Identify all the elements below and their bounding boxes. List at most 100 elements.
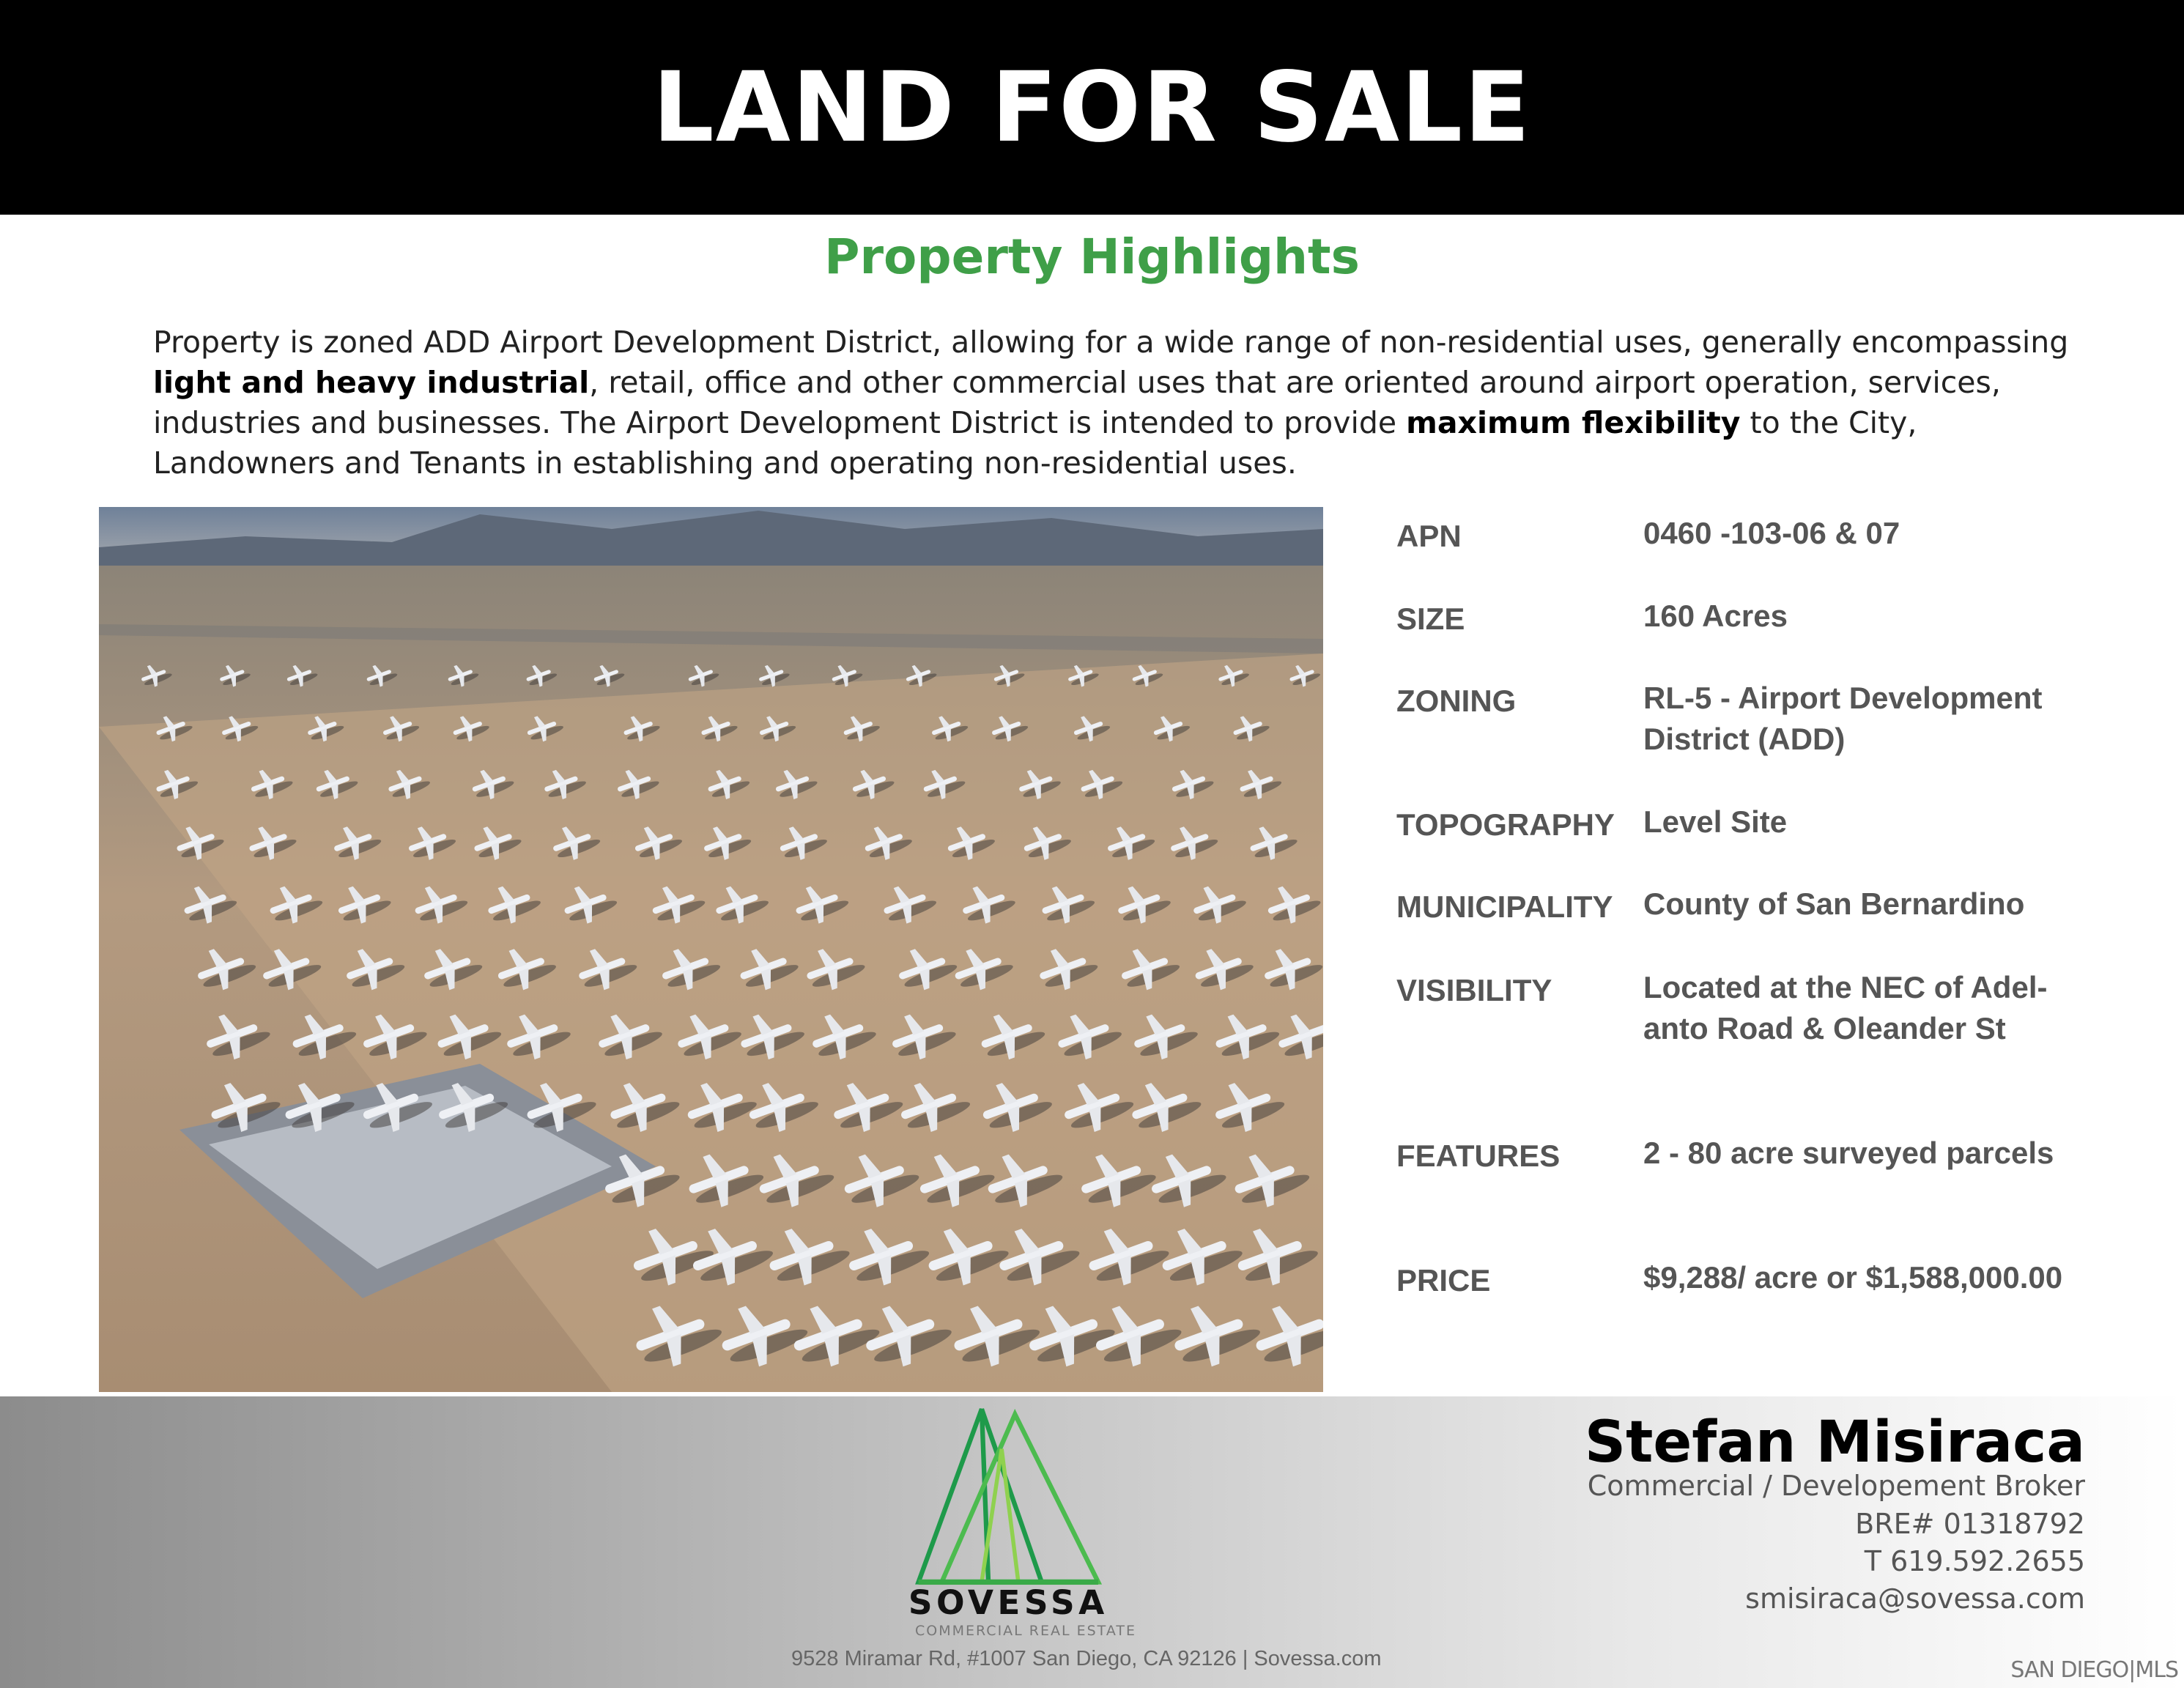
airplane-shape — [1068, 665, 1099, 687]
aerial-airport-photo — [99, 507, 1323, 1392]
airplane-shape — [249, 826, 297, 860]
detail-value: 160 Acres — [1643, 599, 1788, 633]
airplane-shape — [906, 665, 937, 687]
airplane-shape — [769, 1229, 850, 1286]
detail-label: ZONING — [1396, 684, 1517, 718]
company-tagline: COMMERCIAL REAL ESTATE — [915, 1623, 1136, 1639]
airplane-shape — [704, 826, 752, 860]
airplane-shape — [852, 769, 895, 800]
detail-label: APN — [1396, 519, 1462, 553]
airplane-shape — [693, 1229, 773, 1286]
airplane-shape — [1019, 769, 1061, 800]
detail-value: 2 - 80 acre surveyed parcels — [1643, 1136, 2054, 1170]
airplane-shape — [662, 949, 721, 991]
airplane-shape — [636, 1306, 722, 1367]
airplane-shape — [553, 826, 601, 860]
airplane-shape — [222, 716, 259, 742]
airplane-shape — [1108, 826, 1155, 860]
airplane-shape — [722, 1306, 808, 1367]
airplane-shape — [207, 1014, 270, 1060]
airplane-shape — [286, 665, 318, 687]
airplane-shape — [448, 665, 479, 687]
airplane-shape — [527, 1083, 596, 1132]
airplane-shape — [1023, 826, 1071, 860]
airplane-shape — [1233, 716, 1270, 742]
airplane-shape — [993, 665, 1025, 687]
airplane-shape — [409, 826, 456, 860]
airplane-shape — [184, 886, 237, 924]
airplane-shape — [1152, 1154, 1226, 1207]
airplane-shape — [1250, 826, 1298, 860]
airplane-shape — [363, 1083, 432, 1132]
broker-phone[interactable]: T 619.592.2655 — [1864, 1545, 2085, 1577]
property-description: Property is zoned ADD Airport Developmen… — [153, 322, 2073, 484]
airplane-shape — [749, 1083, 818, 1132]
airplane-shape — [1134, 1014, 1198, 1060]
airplane-shape — [347, 949, 405, 991]
detail-label: MUNICIPALITY — [1396, 889, 1613, 924]
broker-name: Stefan Misiraca — [1584, 1410, 2085, 1476]
airplane-shape — [780, 826, 827, 860]
airplane-shape — [1118, 886, 1171, 924]
airplane-shape — [488, 886, 541, 924]
airplane-shape — [1215, 1083, 1285, 1132]
airplane-shape — [708, 769, 750, 800]
detail-value: $9,288/ acre or $1,588,000.00 — [1643, 1260, 2063, 1295]
airplane-shape — [796, 886, 849, 924]
airplane-shape — [1132, 1083, 1202, 1132]
airplane-shape — [759, 665, 790, 687]
airplane-shape — [844, 1154, 919, 1207]
airplane-shape — [689, 1154, 764, 1207]
airplane-shape — [579, 949, 637, 991]
airplane-shape — [932, 716, 969, 742]
airplane-shape — [992, 716, 1029, 742]
text: , retail, office and other commercial us… — [153, 365, 2001, 440]
detail-label: VISIBILITY — [1396, 973, 1552, 1007]
airplane-shape — [599, 1014, 662, 1060]
airplane-shape — [388, 769, 430, 800]
detail-value: Located at the NEC of Adel-anto Road & O… — [1643, 970, 2048, 1045]
svg-text:SOVESSA: SOVESSA — [908, 1583, 1108, 1622]
airplane-shape — [1073, 716, 1111, 742]
airplane-shape — [1289, 665, 1321, 687]
airplane-shape — [270, 886, 323, 924]
airplane-shape — [544, 769, 586, 800]
airplane-shape — [955, 949, 1013, 991]
airplane-shape — [716, 886, 769, 924]
airplane-shape — [285, 1083, 355, 1132]
airplane-shape — [618, 769, 659, 800]
airplane-shape — [919, 1154, 995, 1207]
airplane-shape — [759, 1154, 834, 1207]
airplane-shape — [1218, 665, 1249, 687]
airplane-shape — [366, 665, 398, 687]
airplane-shape — [593, 665, 625, 687]
airplane-shape — [1029, 1306, 1115, 1367]
airplane-shape — [1058, 1014, 1122, 1060]
airplane-shape — [1278, 1014, 1323, 1060]
broker-email[interactable]: smisiraca@sovessa.com — [1745, 1582, 2085, 1615]
airplane-shape — [843, 716, 880, 742]
airplane-shape — [1171, 769, 1214, 800]
airplane-shape — [1174, 1306, 1260, 1367]
airplane-shape — [198, 949, 256, 991]
airplane-shape — [1153, 716, 1191, 742]
airplane-shape — [1237, 1229, 1318, 1286]
airplane-shape — [439, 1083, 508, 1132]
airplane-shape — [793, 1306, 880, 1367]
detail-label: TOPOGRAPHY — [1396, 807, 1615, 842]
airplane-shape — [701, 716, 738, 742]
airplane-shape — [760, 716, 796, 742]
airplane-shape — [1234, 1154, 1310, 1207]
airplane-shape — [308, 716, 344, 742]
airplane-shape — [156, 769, 199, 800]
airplane-shape — [741, 1014, 804, 1060]
airplane-shape — [884, 886, 936, 924]
header-banner: LAND FOR SALE — [0, 0, 2184, 215]
airplane-shape — [526, 665, 558, 687]
emphasis: maximum flexibility — [1406, 405, 1741, 440]
airplane-shape — [527, 716, 563, 742]
airplane-shape — [1171, 826, 1218, 860]
airplane-shape — [1122, 949, 1180, 991]
emphasis: light and heavy industrial — [153, 365, 590, 400]
airplane-shape — [634, 826, 683, 860]
